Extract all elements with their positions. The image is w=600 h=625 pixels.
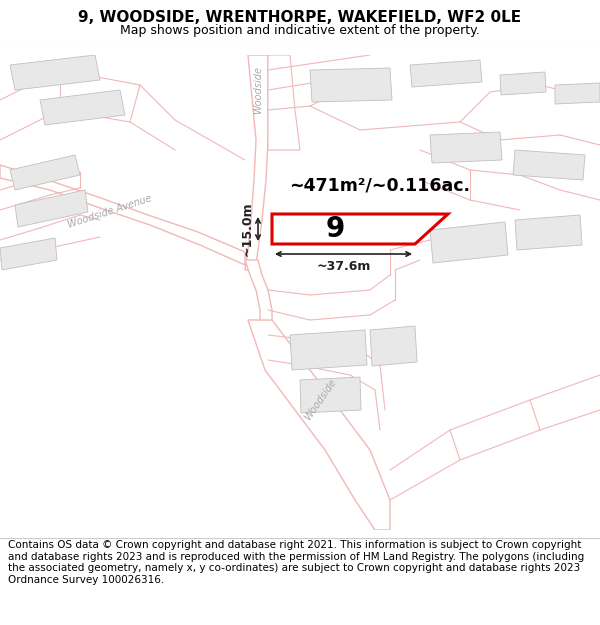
Text: ~15.0m: ~15.0m — [241, 202, 254, 256]
Polygon shape — [290, 330, 367, 370]
Polygon shape — [430, 132, 502, 163]
Polygon shape — [300, 377, 361, 413]
Text: ~37.6m: ~37.6m — [316, 260, 371, 273]
Text: Map shows position and indicative extent of the property.: Map shows position and indicative extent… — [120, 24, 480, 37]
Text: Woodside Avenue: Woodside Avenue — [67, 194, 153, 231]
Polygon shape — [245, 260, 272, 330]
Text: Woodside: Woodside — [302, 378, 338, 423]
Polygon shape — [430, 222, 508, 263]
Polygon shape — [10, 155, 80, 190]
Polygon shape — [0, 165, 245, 265]
Polygon shape — [285, 218, 370, 238]
Polygon shape — [268, 55, 300, 150]
Polygon shape — [15, 190, 88, 227]
Text: Woodside: Woodside — [253, 66, 263, 114]
Polygon shape — [410, 60, 482, 87]
Polygon shape — [272, 214, 448, 244]
Polygon shape — [515, 215, 582, 250]
Polygon shape — [555, 83, 600, 104]
Polygon shape — [10, 55, 100, 90]
Polygon shape — [0, 238, 57, 270]
Text: 9: 9 — [325, 215, 344, 243]
Text: ~471m²/~0.116ac.: ~471m²/~0.116ac. — [290, 176, 470, 194]
Polygon shape — [370, 326, 417, 366]
Text: 9, WOODSIDE, WRENTHORPE, WAKEFIELD, WF2 0LE: 9, WOODSIDE, WRENTHORPE, WAKEFIELD, WF2 … — [79, 11, 521, 26]
Polygon shape — [513, 150, 585, 180]
Text: Contains OS data © Crown copyright and database right 2021. This information is : Contains OS data © Crown copyright and d… — [8, 540, 584, 585]
Polygon shape — [500, 72, 546, 95]
Polygon shape — [310, 68, 392, 102]
Polygon shape — [40, 90, 125, 125]
Polygon shape — [248, 320, 390, 530]
Polygon shape — [245, 55, 268, 270]
